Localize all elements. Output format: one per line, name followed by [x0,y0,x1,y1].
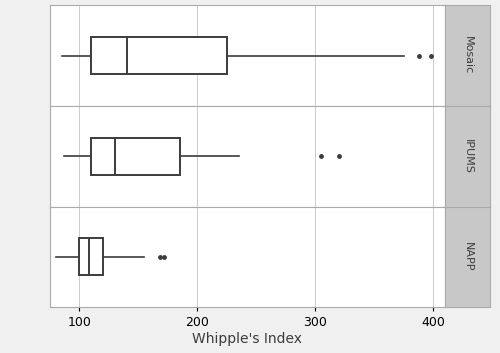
PathPatch shape [80,238,103,275]
PathPatch shape [92,138,180,175]
Text: NAPP: NAPP [462,242,472,271]
Text: IPUMS: IPUMS [462,139,472,174]
Text: Mosaic: Mosaic [462,36,472,75]
PathPatch shape [92,37,227,74]
Text: Whipple's Index: Whipple's Index [192,332,302,346]
